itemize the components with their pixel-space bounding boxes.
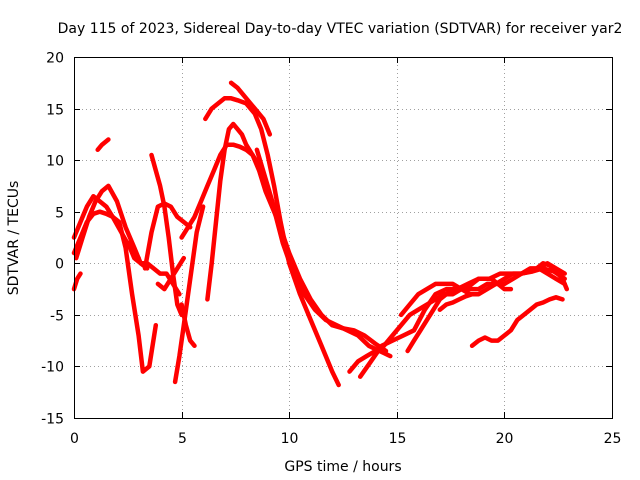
y-tick-label: 10: [46, 154, 64, 170]
series-arc-14: [203, 96, 341, 388]
x-tick-label: 0: [70, 431, 79, 447]
y-tick-label: -5: [50, 309, 64, 325]
series-arc-9: [155, 255, 187, 292]
x-tick-label: 10: [281, 431, 299, 447]
y-tick-label: 5: [55, 206, 64, 222]
x-tick-labels: 0 5 10 15 20 25: [70, 431, 621, 447]
series-arc-10: [172, 204, 206, 385]
plot-frame: [74, 57, 613, 419]
y-tick-label: 15: [46, 103, 64, 119]
y-tick-labels: -15 -10 -5 0 5 10 15 20: [41, 51, 64, 428]
series-arc-12: [179, 142, 281, 240]
y-tick-label: -15: [41, 412, 64, 428]
series-arc-21: [405, 276, 514, 354]
y-tick-label: 20: [46, 51, 64, 67]
series-arc-24: [534, 261, 570, 292]
grid-lines: [74, 57, 612, 418]
x-axis-label: GPS time / hours: [284, 459, 401, 475]
y-axis-label: SDTVAR / TECUs: [6, 181, 22, 296]
series-arc-15: [228, 80, 273, 137]
series-arc-16: [254, 147, 389, 354]
series-arc-7: [142, 201, 193, 271]
x-tick-label: 25: [604, 431, 622, 447]
chart-title: Day 115 of 2023, Sidereal Day-to-day VTE…: [58, 21, 623, 37]
series-arc-19: [357, 266, 567, 379]
series-arc-23: [469, 295, 565, 349]
series-arc-4: [71, 271, 83, 292]
x-tick-label: 20: [496, 431, 514, 447]
series-arc-11: [179, 302, 197, 349]
axis-ticks: [74, 57, 613, 419]
data-series: [71, 80, 570, 388]
y-tick-label: 0: [55, 257, 64, 273]
series-arc-8: [149, 152, 184, 318]
series-arc-17: [269, 199, 393, 359]
series-arc-3: [71, 209, 159, 374]
series-arc-5: [95, 137, 111, 153]
x-tick-label: 5: [178, 431, 187, 447]
x-tick-label: 15: [389, 431, 407, 447]
series-arc-22: [437, 291, 475, 312]
series-arc-13: [205, 121, 275, 302]
y-tick-label: -10: [41, 360, 64, 376]
